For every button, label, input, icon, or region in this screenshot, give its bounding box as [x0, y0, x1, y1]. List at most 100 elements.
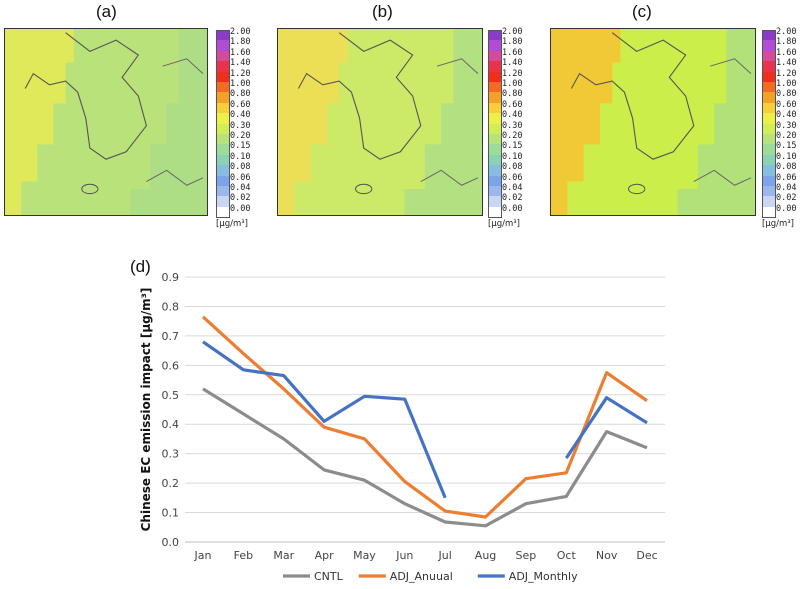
y-tick-label: 0.1 [162, 507, 180, 520]
colorbar-tick-label: 0.15 [502, 141, 523, 152]
colorbar-swatch [762, 113, 776, 124]
map-high-band [278, 29, 348, 215]
colorbar-tick-label: 0.30 [502, 120, 523, 131]
colorbar-swatch [488, 165, 502, 176]
colorbar-tick-label: 0.06 [776, 172, 797, 183]
colorbar-swatch [762, 92, 776, 103]
colorbar-tick-label: 2.00 [230, 27, 251, 37]
colorbar-swatch [216, 123, 230, 134]
colorbar-swatch [216, 30, 230, 42]
x-tick-label: Sep [516, 549, 537, 562]
x-tick-label: Apr [315, 549, 335, 562]
colorbar-tick-label: 1.40 [502, 58, 523, 69]
colorbar-swatch [216, 113, 230, 124]
colorbar-swatch [488, 92, 502, 103]
series-line-cntl [202, 387, 648, 528]
colorbar-tick-label: 0.10 [776, 151, 797, 162]
colorbar-unit: [µg/m³] [216, 219, 248, 230]
colorbar-swatch [762, 186, 776, 197]
colorbar-unit: [µg/m³] [762, 219, 794, 230]
map-low-band [404, 29, 482, 215]
colorbar-swatch [488, 50, 502, 62]
colorbar-swatch [216, 82, 230, 93]
colorbar-swatch [762, 175, 776, 186]
colorbar-swatch [216, 165, 230, 176]
colorbar-swatch [762, 123, 776, 134]
y-tick-label: 0.0 [162, 536, 180, 549]
colorbar-swatch [488, 196, 502, 207]
colorbar-unit: [µg/m³] [488, 219, 520, 230]
map-field-a [5, 29, 207, 215]
panel-label-a: (a) [96, 2, 117, 21]
colorbar-tick-label: 1.60 [776, 47, 797, 58]
colorbar-tick-label: 0.15 [776, 141, 797, 152]
coastline-japan [420, 58, 479, 186]
x-tick-label: Jun [395, 549, 413, 562]
colorbar-swatch [762, 61, 776, 72]
coastline [297, 32, 422, 160]
x-tick-label: Oct [557, 549, 577, 562]
map-panel-c [550, 28, 756, 216]
island-jeju [81, 183, 99, 195]
map-field-c [551, 29, 755, 215]
colorbar-swatch [488, 102, 502, 114]
colorbar-swatch [488, 123, 502, 134]
y-tick-label: 0.6 [162, 359, 180, 372]
series-line-adj-anuual [201, 315, 648, 519]
colorbar-a: 2.00 1.80 1.60 1.40 1.20 1.00 0.80 0.60 0.40 0.30… [216, 28, 272, 233]
coastline-japan [693, 58, 752, 186]
colorbar-swatch [488, 206, 502, 219]
colorbar-swatch [762, 82, 776, 93]
colorbar-tick-label: 1.40 [776, 58, 797, 69]
colorbar-swatch [762, 134, 776, 145]
x-tick-label: Feb [234, 549, 253, 562]
x-tick-label: Mar [273, 549, 294, 562]
island-jeju [355, 183, 373, 195]
colorbar-swatch [216, 40, 230, 51]
colorbar-tick-label: 0.80 [502, 89, 523, 100]
colorbar-tick-label: 0.20 [230, 131, 251, 141]
colorbar-tick-label: 0.04 [776, 183, 797, 193]
colorbar-tick-label: 1.20 [230, 68, 251, 79]
colorbar-tick-label: 0.40 [776, 110, 797, 121]
colorbar-tick-label: 0.80 [776, 89, 797, 100]
colorbar-swatch [762, 196, 776, 207]
coastline-japan [146, 58, 204, 186]
colorbar-tick-label: 0.00 [776, 203, 797, 214]
colorbar-swatch [488, 113, 502, 124]
colorbar-tick-label: 0.60 [776, 99, 797, 110]
colorbar-tick-label: 1.80 [230, 37, 251, 48]
legend-entry: ADJ_Monthly [509, 570, 578, 583]
colorbar-tick-label: 0.10 [502, 151, 523, 162]
legend-entry: CNTL [314, 570, 344, 583]
map-panel-b [277, 28, 483, 216]
panel-label-b: (b) [372, 2, 393, 21]
colorbar-tick-label: 0.20 [502, 131, 523, 141]
colorbar-tick-label: 0.30 [776, 120, 797, 131]
colorbar-swatch [488, 30, 502, 42]
map-high-band [5, 29, 74, 215]
y-tick-label: 0.4 [162, 418, 180, 431]
island-jeju [628, 183, 646, 195]
y-tick-label: 0.3 [162, 448, 180, 461]
colorbar-tick-label: 0.08 [776, 162, 797, 173]
colorbar-tick-label: 0.04 [230, 183, 251, 193]
colorbar-tick-label: 0.60 [502, 99, 523, 110]
x-tick-label: Nov [596, 549, 618, 562]
colorbar-tick-label: 0.02 [502, 193, 523, 204]
colorbar-swatch [216, 144, 230, 155]
colorbar-swatch [216, 206, 230, 219]
colorbar-tick-label: 2.00 [502, 27, 523, 37]
x-tick-label: May [353, 549, 376, 562]
colorbar-swatch [762, 30, 776, 42]
map-low-band [677, 29, 755, 215]
colorbar-swatch [488, 61, 502, 72]
colorbar-swatch [762, 40, 776, 51]
y-tick-label: 0.8 [162, 300, 180, 313]
colorbar-swatch [488, 144, 502, 155]
colorbar-tick-label: 2.00 [776, 27, 797, 37]
colorbar-tick-label: 1.60 [502, 47, 523, 58]
y-tick-label: 0.2 [162, 477, 180, 490]
colorbar-tick-label: 0.08 [230, 162, 251, 173]
colorbar-swatch [488, 175, 502, 186]
